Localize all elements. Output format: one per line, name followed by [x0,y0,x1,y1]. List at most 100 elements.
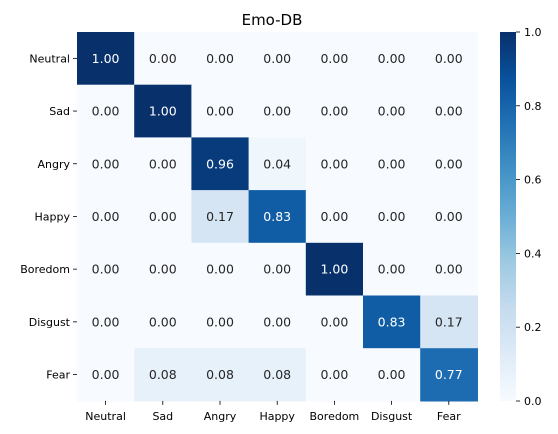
heatmap-cell [191,32,250,86]
heatmap-cell [134,32,192,86]
heatmap-cell [191,137,250,191]
cell-value-label: 1.00 [320,262,348,277]
x-tick-label: Fear [437,410,461,423]
cell-value-label: 0.00 [378,51,406,66]
cell-value-label: 0.00 [435,156,463,171]
cell-value-label: 0.00 [263,314,291,329]
heatmap-cell [363,348,421,402]
heatmap-cell [77,32,135,86]
cell-value-label: 0.00 [435,51,463,66]
y-tick-label: Disgust [29,316,71,329]
heatmap-cell [77,137,135,191]
y-tick-label: Neutral [29,52,70,65]
y-tick-label: Boredom [20,263,70,276]
cell-value-label: 0.00 [92,367,120,382]
cell-value-label: 0.00 [435,262,463,277]
heatmap-cell [248,295,307,349]
heatmap-cell [191,84,250,138]
cell-value-label: 0.00 [378,209,406,224]
colorbar: 0.0 0.2 0.4 0.6 0.8 1.0 [500,26,542,408]
x-tick-label: Disgust [371,410,413,423]
heatmap-cell [77,190,135,244]
cell-value-label: 1.00 [92,51,120,66]
cell-value-label: 0.08 [263,367,291,382]
x-tick-label: Boredom [310,410,360,423]
cell-value-label: 0.00 [320,51,348,66]
heatmap-cell [134,84,192,138]
heatmap-cell [305,32,364,86]
cell-value-label: 0.00 [378,104,406,119]
heatmap-cell [134,348,192,402]
cell-value-label: 0.00 [92,262,120,277]
heatmap-cell [134,295,192,349]
heatmap-cell [248,190,307,244]
heatmap-cell [305,137,364,191]
cell-value-label: 0.00 [92,156,120,171]
cell-value-label: 0.00 [149,156,177,171]
cell-value-label: 0.17 [206,209,234,224]
heatmap-cell-labels: 1.00 0.00 0.00 0.00 0.00 0.00 0.00 0.00 1.00 0.00… [92,51,463,382]
cell-value-label: 0.00 [435,104,463,119]
heatmap-cell [305,190,364,244]
heatmap-cell [77,242,135,297]
cell-value-label: 0.00 [320,314,348,329]
cell-value-label: 0.00 [378,156,406,171]
heatmap-cell [248,348,307,402]
colorbar-tick-label: 0.2 [524,321,542,334]
x-axis: Neutral Sad Angry Happy Boredom Disgust Fear [85,400,461,423]
cell-value-label: 0.00 [206,262,234,277]
cell-value-label: 0.00 [92,104,120,119]
heatmap-cell [420,242,478,297]
cell-value-label: 0.08 [149,367,177,382]
cell-value-label: 0.00 [206,314,234,329]
heatmap-cell [191,190,250,244]
colorbar-tick-label: 0.4 [524,247,542,260]
chart-title: Emo-DB [242,11,303,29]
cell-value-label: 0.00 [378,262,406,277]
y-tick-label: Angry [37,158,70,171]
heatmap-cell [305,348,364,402]
heatmap-cell [77,295,135,349]
heatmap-cell [363,137,421,191]
colorbar-tick-label: 0.8 [524,100,542,113]
cell-value-label: 0.04 [263,156,291,171]
cell-value-label: 0.00 [320,209,348,224]
colorbar-tick-label: 1.0 [524,26,542,39]
heatmap-cell [248,32,307,86]
x-tick-label: Angry [204,410,237,423]
cell-value-label: 0.00 [435,209,463,224]
heatmap-cell [77,84,135,138]
heatmap-cell [420,32,478,86]
heatmap-cell [305,295,364,349]
cell-value-label: 0.00 [320,367,348,382]
x-tick-label: Sad [152,410,173,423]
cell-value-label: 0.00 [206,104,234,119]
heatmap-cell [363,295,421,349]
cell-value-label: 0.00 [149,209,177,224]
heatmap-cell [248,84,307,138]
heatmap-cell [420,295,478,349]
cell-value-label: 0.17 [435,314,463,329]
colorbar-gradient [500,32,516,401]
heatmap-cell [363,190,421,244]
colorbar-tick-label: 0.6 [524,174,542,187]
heatmap-cell [305,242,364,297]
cell-value-label: 0.00 [92,314,120,329]
y-tick-label: Sad [49,105,70,118]
heatmap-cell [191,348,250,402]
cell-value-label: 0.08 [206,367,234,382]
cell-value-label: 0.00 [320,156,348,171]
x-tick-label: Happy [259,410,295,423]
cell-value-label: 0.83 [378,314,406,329]
y-tick-label: Happy [35,210,71,223]
cell-value-label: 0.00 [149,314,177,329]
heatmap-cell [191,242,250,297]
cell-value-label: 0.00 [206,51,234,66]
heatmap-cells [77,32,478,402]
cell-value-label: 1.00 [149,104,177,119]
heatmap-cell [134,137,192,191]
y-tick-label: Fear [46,369,70,382]
heatmap-cell [248,137,307,191]
cell-value-label: 0.00 [92,209,120,224]
